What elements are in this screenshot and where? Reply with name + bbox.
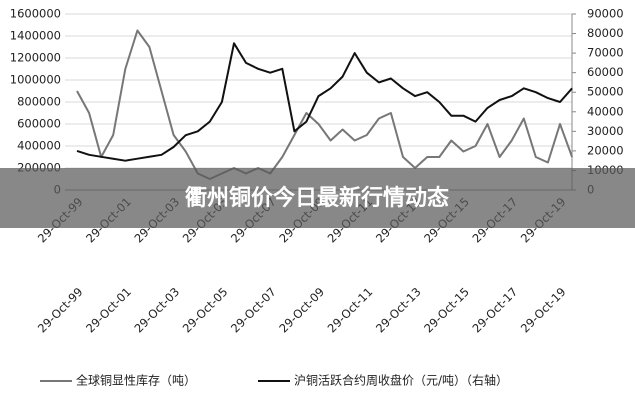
y-tick-label: 1000000 (10, 73, 61, 87)
y2-tick-label: 20000 (587, 143, 624, 157)
y-tick-label: 1200000 (10, 51, 61, 65)
legend-label: 沪铜活跃合约周收盘价（元/吨）（右轴） (294, 373, 508, 388)
y2-tick-label: 90000 (587, 7, 624, 21)
x-tick-label: 29-Oct-15 (421, 285, 472, 336)
x-tick-label: 29-Oct-05 (180, 285, 231, 336)
series-line (76, 29, 574, 180)
x-tick-label: 29-Oct-11 (325, 285, 376, 336)
x-tick-label: 29-Oct-13 (373, 285, 424, 336)
y-tick-label: 1400000 (10, 29, 61, 43)
y2-tick-label: 50000 (587, 85, 624, 99)
x-tick-label: 29-Oct-09 (276, 285, 327, 336)
banner-title: 衢州铜价今日最新行情动态 (185, 185, 449, 211)
x-tick-label: 29-Oct-99 (35, 285, 86, 336)
y2-tick-label: 60000 (587, 65, 624, 79)
banner-background (0, 168, 635, 228)
legend-label: 全球铜显性库存（吨） (76, 373, 196, 388)
x-tick-label: 29-Oct-03 (131, 285, 182, 336)
y2-tick-label: 80000 (587, 26, 624, 40)
y2-tick-label: 40000 (587, 104, 624, 118)
y-tick-label: 400000 (17, 139, 61, 153)
y2-tick-label: 30000 (587, 124, 624, 138)
x-tick-label: 29-Oct-07 (228, 285, 279, 336)
x-tick-label: 29-Oct-17 (470, 285, 521, 336)
x-tick-label: 29-Oct-19 (518, 285, 569, 336)
x-tick-label: 29-Oct-01 (83, 285, 134, 336)
y-tick-label: 1600000 (10, 7, 61, 21)
series-line (76, 42, 573, 162)
y2-tick-label: 70000 (587, 46, 624, 60)
y-tick-label: 800000 (17, 95, 61, 109)
y-tick-label: 600000 (17, 117, 61, 131)
